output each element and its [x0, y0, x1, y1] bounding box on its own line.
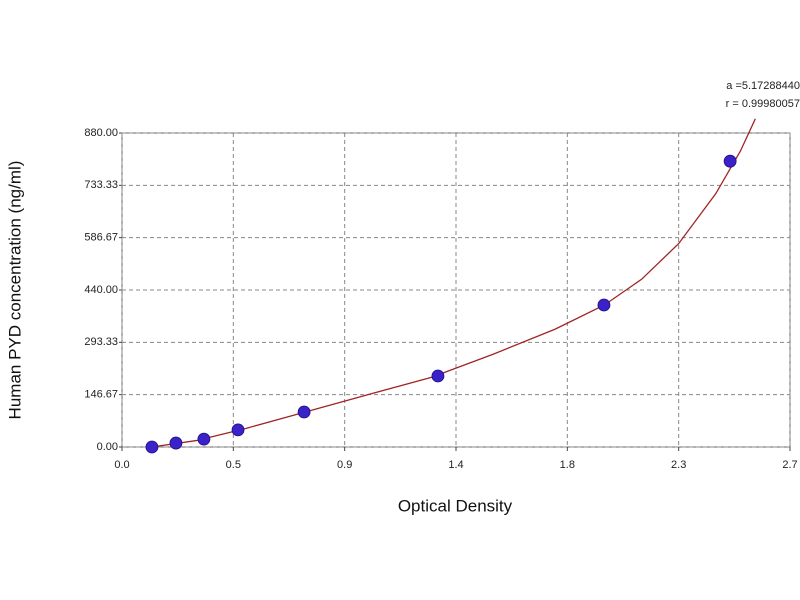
x-tick-label: 0.9 — [337, 459, 352, 471]
y-tick-label: 440.00 — [84, 284, 118, 296]
y-tick-label: 733.33 — [84, 179, 118, 191]
fit-curve — [151, 118, 756, 447]
data-point — [723, 154, 737, 168]
y-tick-label: 146.67 — [84, 389, 118, 401]
annotation: r = 0.99980057 — [726, 98, 800, 110]
x-axis-title: Optical Density — [398, 496, 513, 515]
data-point — [197, 432, 211, 446]
y-tick-label: 586.67 — [84, 232, 118, 244]
x-tick-label: 0.5 — [226, 459, 241, 471]
data-point — [145, 440, 159, 454]
y-axis-title: Human PYD concentration (ng/ml) — [5, 161, 24, 420]
y-tick-label: 880.00 — [84, 127, 118, 139]
x-tick-label: 0.0 — [114, 459, 129, 471]
annotation: a =5.17288440 — [726, 80, 800, 92]
data-point — [431, 369, 445, 383]
y-tick-label: 0.00 — [97, 441, 118, 453]
data-point — [169, 436, 183, 450]
data-point — [297, 405, 311, 419]
data-point — [597, 298, 611, 312]
y-tick-label: 293.33 — [84, 336, 118, 348]
x-tick-label: 2.3 — [671, 459, 686, 471]
x-tick-label: 1.4 — [448, 459, 463, 471]
x-tick-label: 2.7 — [782, 459, 797, 471]
data-point — [231, 423, 245, 437]
x-tick-label: 1.8 — [560, 459, 575, 471]
